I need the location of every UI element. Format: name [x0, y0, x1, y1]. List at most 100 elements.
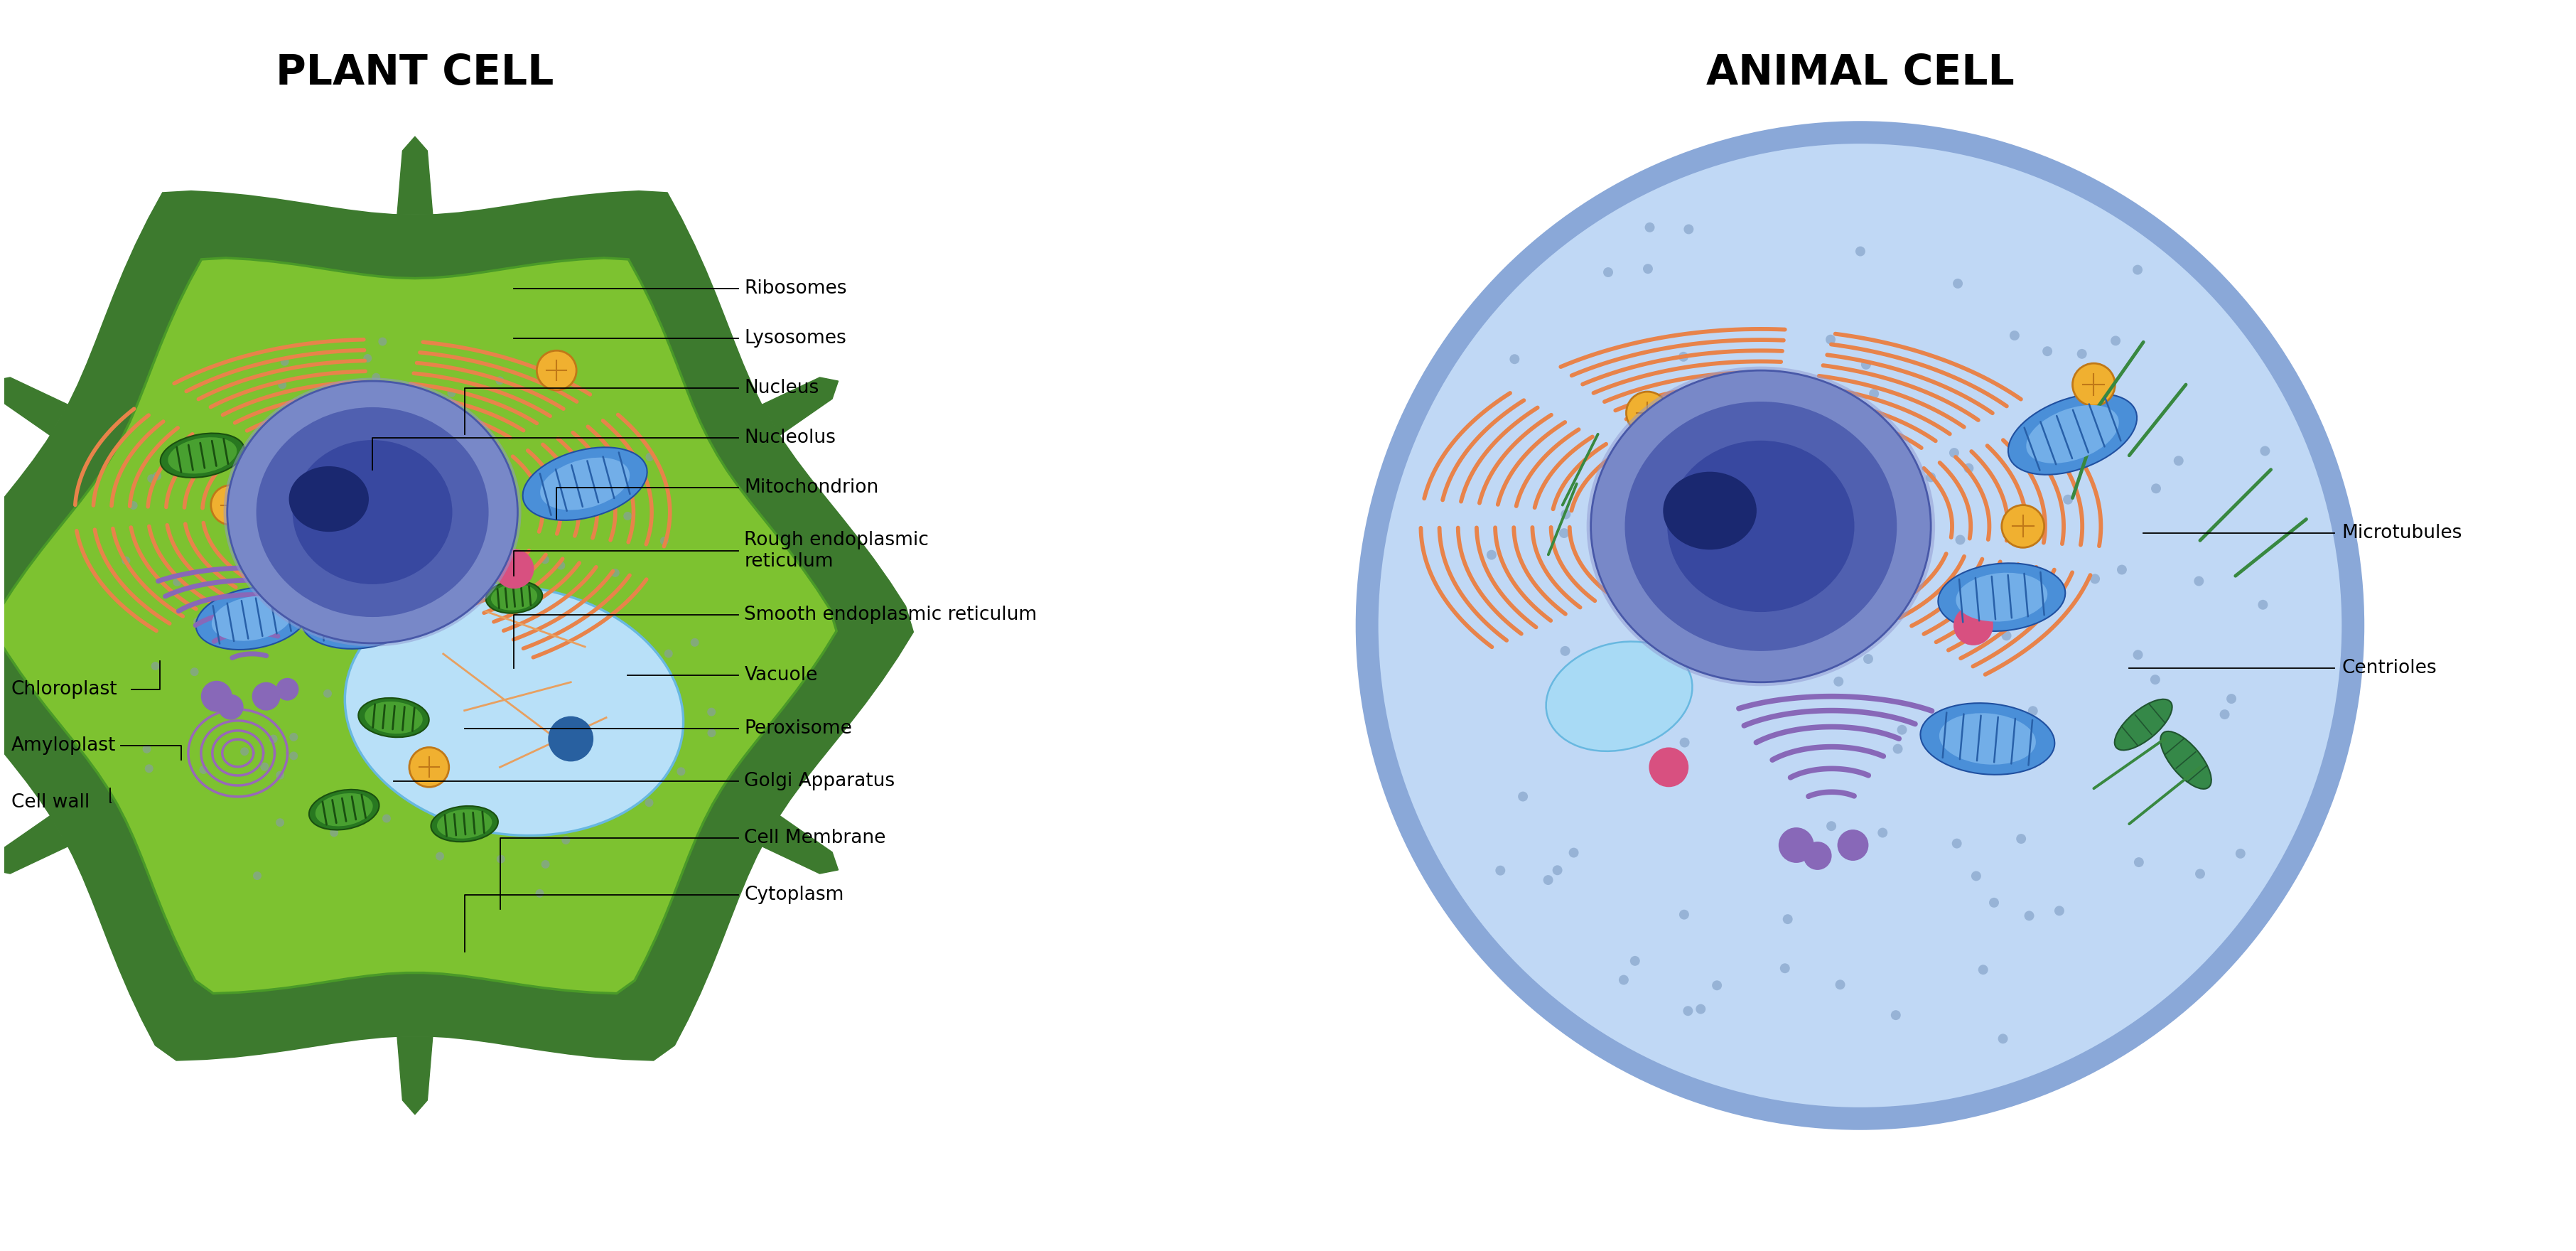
Circle shape: [1643, 264, 1654, 274]
Circle shape: [1680, 909, 1690, 919]
Circle shape: [152, 662, 160, 671]
Ellipse shape: [289, 467, 368, 532]
Text: Chloroplast: Chloroplast: [10, 681, 118, 698]
Ellipse shape: [224, 378, 520, 647]
Circle shape: [546, 733, 556, 742]
Circle shape: [492, 722, 502, 729]
Circle shape: [276, 771, 283, 779]
Circle shape: [585, 694, 592, 702]
Circle shape: [252, 682, 281, 711]
Circle shape: [2063, 494, 2074, 504]
Circle shape: [1826, 821, 1837, 831]
Circle shape: [366, 480, 374, 489]
Circle shape: [1834, 677, 1844, 687]
Circle shape: [240, 747, 250, 756]
Circle shape: [600, 787, 608, 796]
Circle shape: [611, 569, 618, 577]
Circle shape: [665, 649, 672, 658]
Circle shape: [1680, 352, 1687, 362]
Circle shape: [152, 472, 162, 480]
Text: Mitochondrion: Mitochondrion: [744, 478, 878, 497]
Ellipse shape: [1625, 402, 1896, 651]
Circle shape: [191, 668, 198, 676]
Circle shape: [549, 716, 592, 762]
Circle shape: [1602, 268, 1613, 278]
Circle shape: [211, 485, 250, 525]
Circle shape: [1752, 626, 1762, 636]
Text: Centrioles: Centrioles: [2342, 659, 2437, 677]
Circle shape: [1860, 359, 1870, 369]
Circle shape: [1875, 502, 1886, 512]
Circle shape: [255, 594, 265, 603]
Circle shape: [1646, 223, 1654, 233]
Circle shape: [1896, 724, 1906, 734]
Text: Ribosomes: Ribosomes: [744, 280, 848, 298]
Ellipse shape: [255, 408, 489, 617]
Circle shape: [1680, 738, 1690, 747]
Polygon shape: [0, 190, 914, 1061]
Circle shape: [2002, 631, 2012, 641]
Circle shape: [299, 460, 307, 468]
Circle shape: [605, 678, 613, 687]
Ellipse shape: [430, 806, 497, 842]
Circle shape: [672, 701, 680, 709]
Circle shape: [281, 358, 289, 365]
Circle shape: [1592, 706, 1602, 716]
Circle shape: [1695, 1005, 1705, 1015]
Circle shape: [2074, 363, 2115, 405]
Ellipse shape: [1546, 642, 1692, 751]
Circle shape: [1685, 224, 1692, 234]
Circle shape: [1618, 975, 1628, 985]
Text: PLANT CELL: PLANT CELL: [276, 53, 554, 93]
Circle shape: [2084, 410, 2094, 420]
Ellipse shape: [438, 809, 492, 838]
Circle shape: [495, 377, 505, 385]
Ellipse shape: [541, 458, 629, 510]
Ellipse shape: [1940, 713, 2035, 764]
Circle shape: [371, 373, 381, 382]
Circle shape: [147, 474, 155, 483]
Circle shape: [497, 854, 505, 863]
Circle shape: [1927, 473, 1935, 482]
Circle shape: [1826, 334, 1837, 344]
Circle shape: [556, 562, 564, 569]
Circle shape: [541, 859, 549, 868]
Circle shape: [536, 350, 577, 390]
Circle shape: [677, 767, 685, 776]
Circle shape: [276, 818, 283, 827]
Ellipse shape: [2009, 394, 2138, 474]
Circle shape: [2259, 599, 2267, 609]
Circle shape: [1610, 574, 1620, 584]
Circle shape: [363, 354, 371, 363]
Circle shape: [2133, 857, 2143, 867]
Circle shape: [165, 450, 173, 458]
Circle shape: [410, 747, 448, 787]
Circle shape: [129, 502, 137, 509]
Ellipse shape: [1587, 367, 1935, 686]
Ellipse shape: [317, 597, 399, 641]
Circle shape: [1517, 792, 1528, 802]
Polygon shape: [0, 258, 837, 993]
Circle shape: [448, 389, 456, 397]
Text: Amyloplast: Amyloplast: [10, 737, 116, 756]
Circle shape: [1953, 279, 1963, 289]
Ellipse shape: [2027, 405, 2120, 463]
Circle shape: [2035, 438, 2045, 448]
Circle shape: [541, 555, 549, 564]
Circle shape: [276, 678, 299, 701]
Polygon shape: [397, 136, 433, 214]
Text: Nucleus: Nucleus: [744, 379, 819, 398]
Circle shape: [1870, 389, 1878, 399]
Circle shape: [410, 738, 417, 747]
Circle shape: [307, 574, 314, 583]
Circle shape: [2151, 484, 2161, 493]
Circle shape: [2221, 709, 2231, 719]
Circle shape: [623, 512, 631, 520]
Circle shape: [2009, 330, 2020, 340]
Circle shape: [307, 597, 317, 605]
Polygon shape: [0, 816, 67, 873]
Ellipse shape: [487, 580, 544, 613]
Polygon shape: [762, 378, 837, 435]
Circle shape: [2195, 869, 2205, 878]
Circle shape: [1999, 1033, 2007, 1043]
